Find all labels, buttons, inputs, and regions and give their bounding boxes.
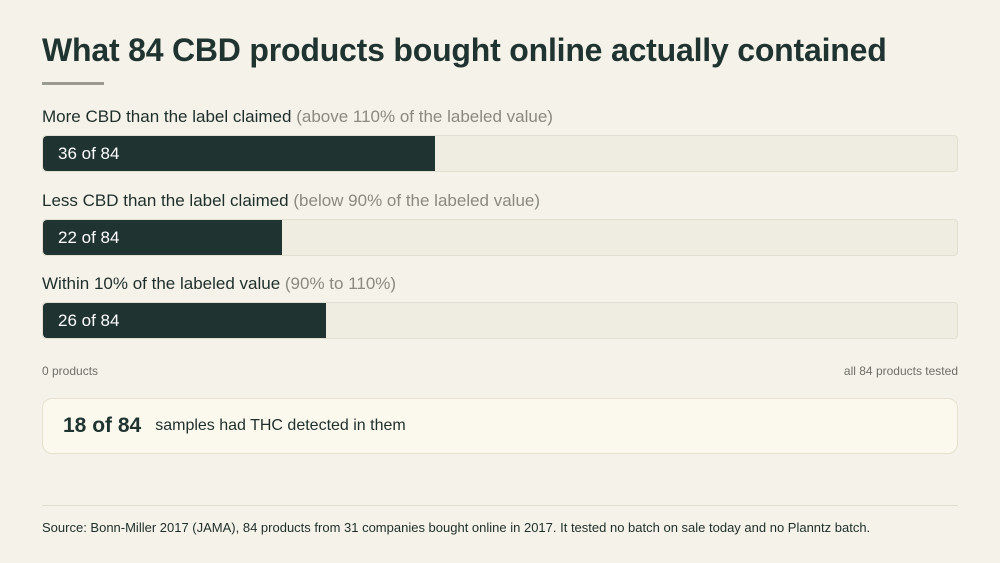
bar-label: Within 10% of the labeled value (90% to … bbox=[42, 273, 958, 295]
bar-row-more-cbd: More CBD than the label claimed (above 1… bbox=[42, 106, 958, 172]
callout-value: 18 of 84 bbox=[63, 414, 142, 437]
bar-label: More CBD than the label claimed (above 1… bbox=[42, 106, 958, 128]
bar-category-label: More CBD than the label claimed bbox=[42, 107, 292, 126]
callout-text: samples had THC detected in them bbox=[155, 417, 406, 434]
bar-value-label: 26 of 84 bbox=[58, 311, 120, 330]
bar-category-qualifier: (90% to 110%) bbox=[284, 274, 397, 293]
bar-label: Less CBD than the label claimed (below 9… bbox=[42, 190, 958, 212]
bar-track: 22 of 84 bbox=[42, 219, 958, 256]
bar-row-less-cbd: Less CBD than the label claimed (below 9… bbox=[42, 190, 958, 256]
source-note: Source: Bonn-Miller 2017 (JAMA), 84 prod… bbox=[42, 520, 871, 535]
chart-title: What 84 CBD products bought online actua… bbox=[42, 32, 887, 68]
axis-min-label: 0 products bbox=[42, 364, 99, 378]
axis-max-label: all 84 products tested bbox=[843, 364, 958, 378]
bar-value-label: 22 of 84 bbox=[58, 228, 120, 247]
bar-within-10 bbox=[43, 303, 326, 338]
footer-divider bbox=[42, 505, 958, 506]
bar-value-label: 36 of 84 bbox=[58, 144, 120, 163]
title-underline bbox=[42, 82, 104, 85]
bar-track: 36 of 84 bbox=[42, 135, 958, 172]
bar-row-within-10: Within 10% of the labeled value (90% to … bbox=[42, 273, 958, 339]
bar-category-qualifier: (above 110% of the labeled value) bbox=[296, 107, 553, 126]
bar-category-label: Within 10% of the labeled value bbox=[42, 274, 281, 293]
bar-less-cbd bbox=[43, 220, 283, 255]
bar-more-cbd bbox=[43, 136, 435, 171]
thc-callout: 18 of 84 samples had THC detected in the… bbox=[42, 398, 958, 454]
bar-category-qualifier: (below 90% of the labeled value) bbox=[293, 191, 541, 210]
bar-track: 26 of 84 bbox=[42, 302, 958, 339]
bar-category-label: Less CBD than the label claimed bbox=[42, 191, 289, 210]
